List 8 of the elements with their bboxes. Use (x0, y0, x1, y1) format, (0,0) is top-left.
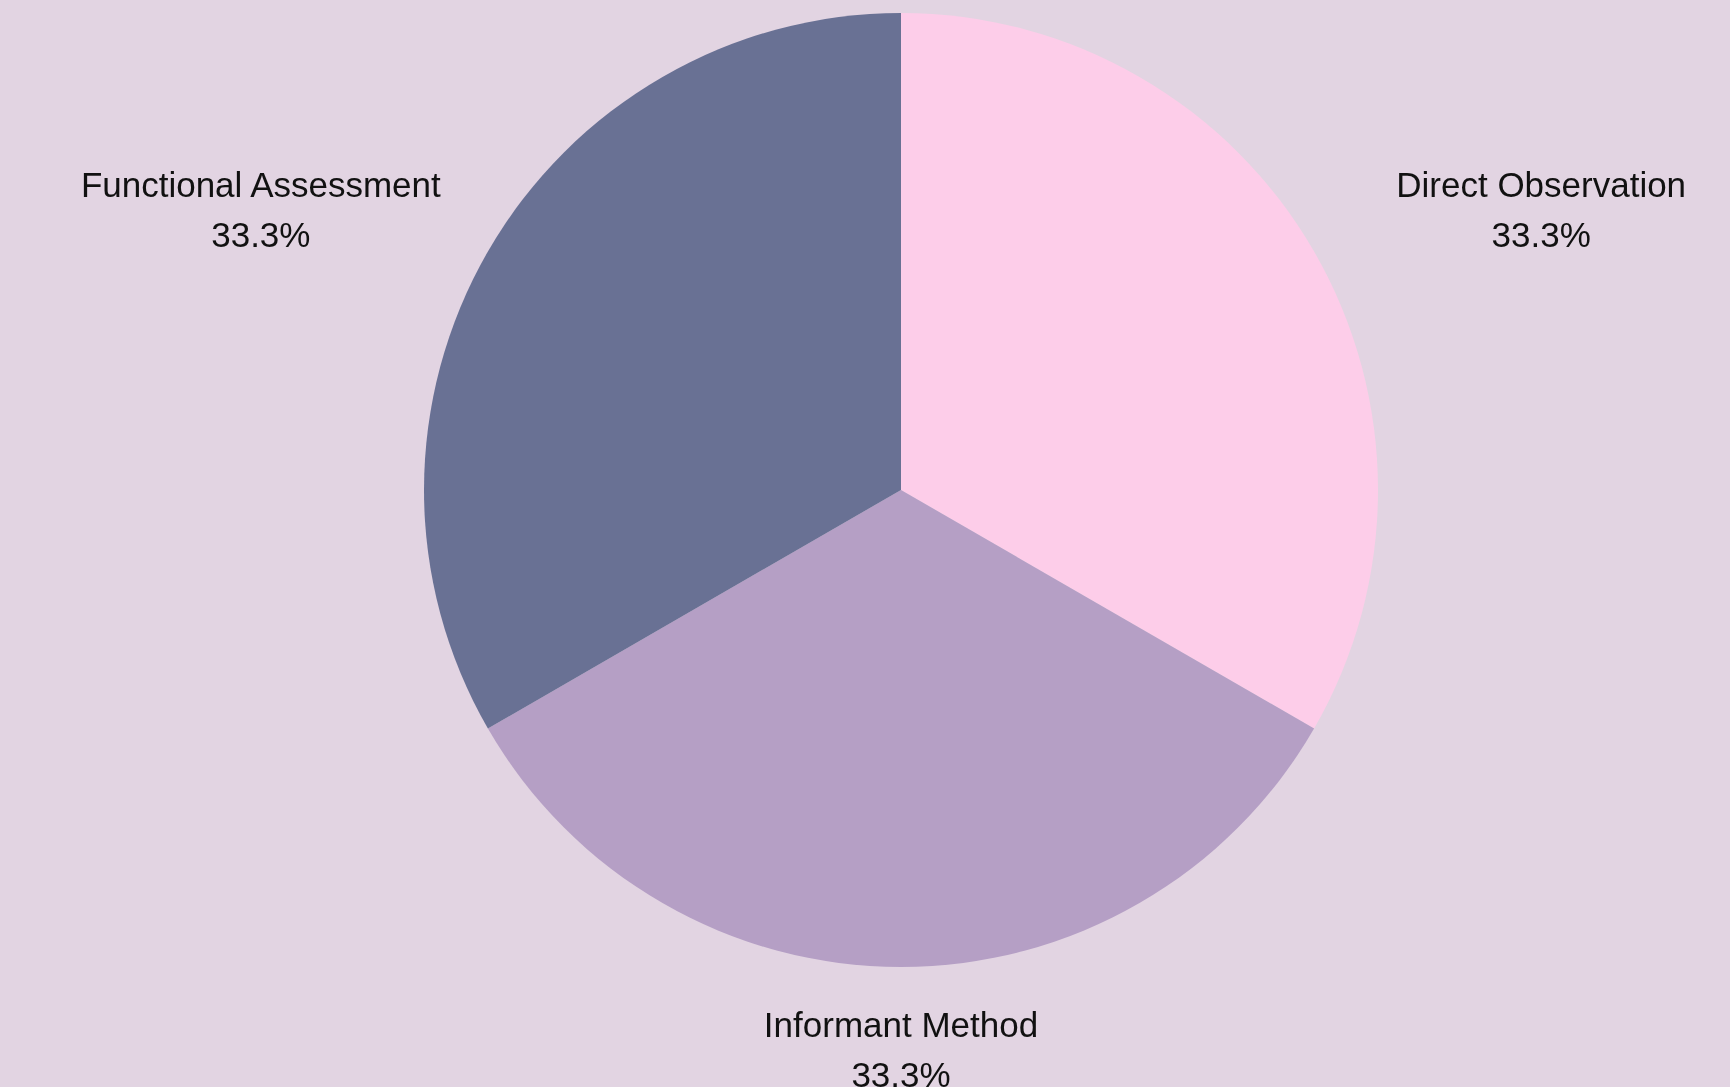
slice-label: Functional Assessment (80, 165, 442, 204)
slice-label: Informant Method (763, 1005, 1039, 1044)
pie-slice (487, 490, 1315, 967)
data-label: 33.3% (851, 1055, 951, 1087)
data-label: 33.3% (1491, 215, 1591, 254)
pie-slice (901, 13, 1378, 729)
data-label: 33.3% (211, 215, 311, 254)
slice-label: Direct Observation (1396, 165, 1687, 204)
